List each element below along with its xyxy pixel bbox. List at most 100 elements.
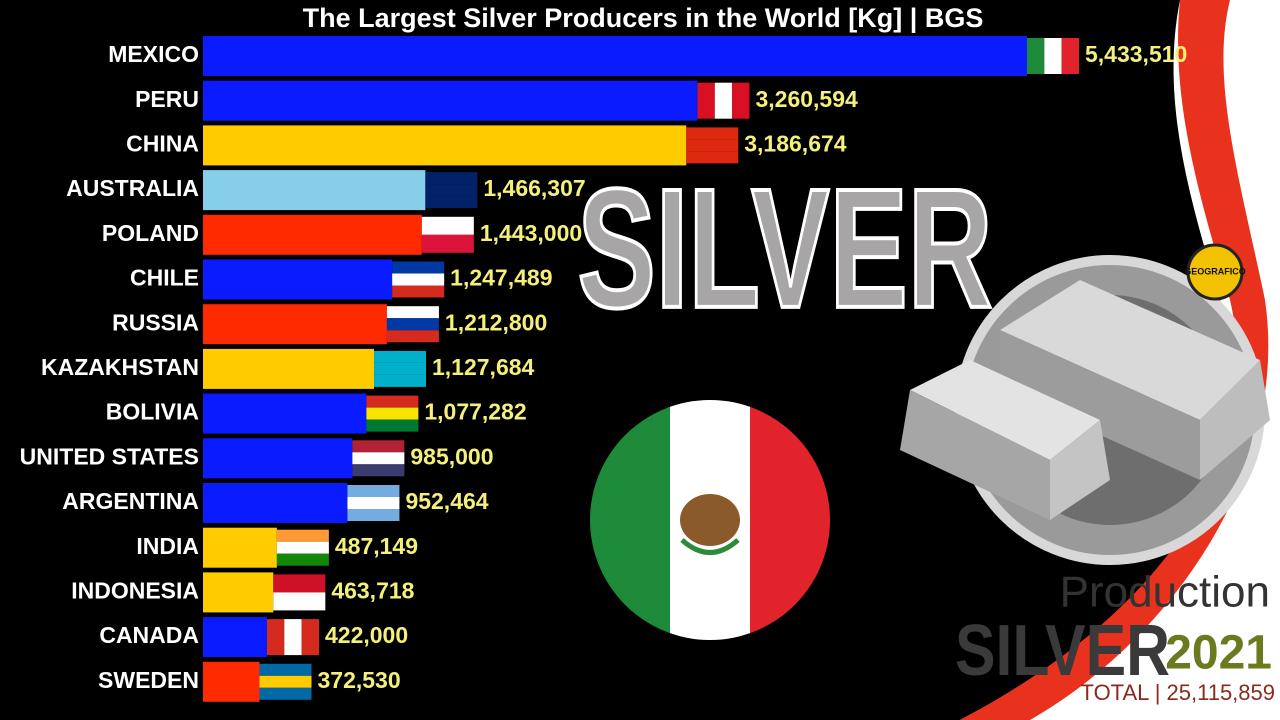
- flag: [697, 82, 715, 119]
- value-label: 1,443,000: [480, 220, 582, 246]
- flag: [259, 675, 312, 688]
- flag: [266, 619, 285, 656]
- flag: [374, 374, 427, 387]
- category-label: CHINA: [126, 130, 199, 156]
- bar: [203, 259, 393, 300]
- bar: [203, 80, 698, 121]
- flag: [366, 419, 419, 432]
- flag: [386, 306, 439, 319]
- bar: [203, 348, 375, 389]
- flag: [425, 196, 478, 209]
- flag: [276, 529, 329, 542]
- chart-title: The Largest Silver Producers in the Worl…: [303, 3, 984, 33]
- bar: [203, 617, 267, 658]
- flag: [386, 330, 439, 343]
- value-label: 952,464: [405, 488, 488, 514]
- category-label: RUSSIA: [112, 309, 199, 335]
- flag: [259, 663, 312, 676]
- flag: [273, 592, 326, 611]
- bar: [203, 214, 422, 255]
- flag: [374, 362, 427, 375]
- bar: [203, 527, 277, 568]
- logo: GEOGRAFICO: [1184, 243, 1246, 301]
- category-label: AUSTRALIA: [66, 175, 199, 201]
- flag: [366, 395, 419, 408]
- bar: [203, 661, 260, 702]
- caption: Production: [1060, 568, 1270, 617]
- flag: [732, 82, 750, 119]
- silver-bars: [900, 255, 1270, 565]
- category-label: POLAND: [102, 220, 199, 246]
- flag: [421, 234, 474, 253]
- flag: [386, 318, 439, 331]
- flag: [392, 285, 445, 298]
- value-label: 1,127,684: [432, 354, 535, 380]
- flag: [301, 619, 319, 656]
- flag: [686, 127, 739, 140]
- bar: [203, 170, 426, 211]
- category-label: BOLIVIA: [106, 399, 199, 425]
- value-label: 372,530: [317, 667, 400, 693]
- category-label: MEXICO: [108, 41, 199, 67]
- flag: [425, 172, 478, 185]
- mexico-flag-circle: [590, 400, 830, 640]
- flag: [686, 139, 739, 152]
- flag: [347, 509, 400, 521]
- flag: [276, 553, 329, 566]
- category-label: INDIA: [136, 533, 199, 559]
- flag: [1027, 38, 1045, 74]
- flag: [273, 574, 326, 593]
- value-label: 1,212,800: [445, 309, 547, 335]
- flag: [1061, 38, 1079, 74]
- flag: [686, 151, 739, 164]
- logo-text: GEOGRAFICO: [1184, 266, 1246, 276]
- bar: [203, 36, 1027, 76]
- category-label: CANADA: [99, 622, 199, 648]
- flag: [714, 82, 733, 119]
- value-label: 422,000: [325, 622, 408, 648]
- flag: [421, 216, 474, 235]
- value-label: 1,247,489: [450, 265, 552, 291]
- value-label: 1,077,282: [424, 399, 526, 425]
- year: 2021: [1165, 627, 1272, 680]
- bar: [203, 393, 367, 434]
- value-label: 487,149: [335, 533, 418, 559]
- bars: MEXICO 5,433,510 PERU 3,260,594 CHINA 3,186,6…: [20, 36, 1187, 702]
- flag: [1044, 38, 1062, 74]
- total: TOTAL | 25,115,859: [1081, 680, 1275, 705]
- value-label: 1,466,307: [483, 175, 585, 201]
- bar: [203, 304, 387, 345]
- flag: [276, 541, 329, 554]
- flag: [347, 485, 400, 497]
- flag: [374, 350, 427, 363]
- flag: [366, 407, 419, 420]
- value-label: 463,718: [331, 577, 414, 603]
- flag: [425, 184, 478, 197]
- caption-metal: SILVER: [955, 611, 1170, 691]
- bar: [203, 572, 274, 613]
- value-label: 5,433,510: [1085, 41, 1187, 67]
- flag: [352, 440, 405, 453]
- bar: [203, 483, 348, 523]
- flag: [352, 464, 405, 477]
- category-label: PERU: [135, 86, 199, 112]
- category-label: CHILE: [130, 265, 199, 291]
- metal-label: SILVER: [578, 154, 993, 344]
- category-label: INDONESIA: [71, 577, 199, 603]
- flag: [259, 687, 312, 700]
- value-label: 3,186,674: [744, 130, 847, 156]
- category-label: ARGENTINA: [62, 488, 199, 514]
- flag: [284, 619, 302, 656]
- value-label: 3,260,594: [755, 86, 858, 112]
- value-label: 985,000: [410, 443, 493, 469]
- flag: [347, 497, 400, 509]
- flag: [392, 273, 445, 286]
- bar: [203, 125, 687, 166]
- category-label: SWEDEN: [98, 667, 199, 693]
- category-label: KAZAKHSTAN: [41, 354, 199, 380]
- bar: [203, 438, 353, 479]
- flag: [392, 261, 445, 274]
- category-label: UNITED STATES: [20, 443, 199, 469]
- flag: [352, 452, 405, 465]
